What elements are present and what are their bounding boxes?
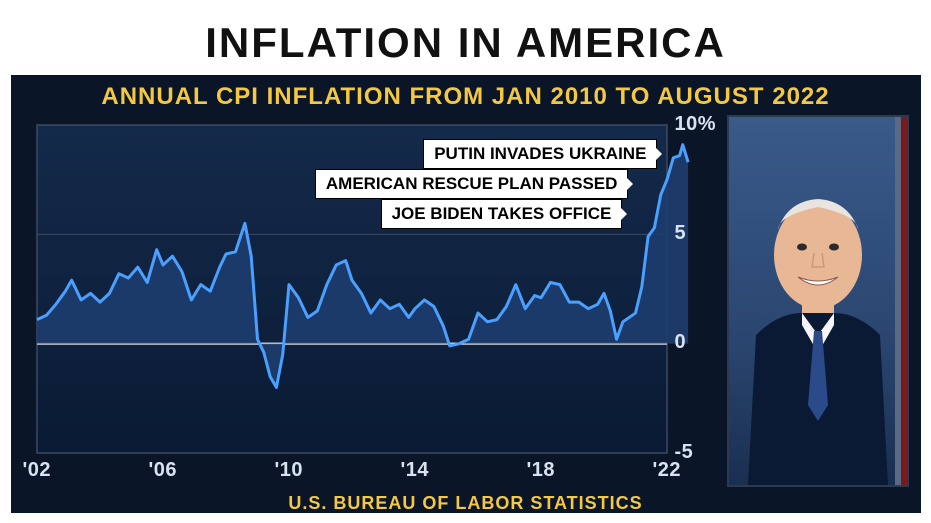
portrait-panel — [727, 115, 909, 487]
title-bar: INFLATION IN AMERICA — [11, 11, 921, 75]
chart-container: PUTIN INVADES UKRAINEAMERICAN RESCUE PLA… — [23, 115, 715, 487]
x-tick-label: '14 — [401, 459, 430, 482]
source-text: U.S. BUREAU OF LABOR STATISTICS — [288, 493, 642, 513]
y-tick-label: 0 — [675, 331, 687, 354]
x-tick-label: '22 — [653, 459, 682, 482]
source-line: U.S. BUREAU OF LABOR STATISTICS — [11, 487, 921, 513]
chart-annotation: JOE BIDEN TAKES OFFICE — [381, 199, 623, 229]
eye-right — [829, 243, 839, 250]
flag-red-stripe — [901, 117, 907, 485]
main-title: INFLATION IN AMERICA — [205, 19, 726, 67]
subtitle-text: ANNUAL CPI INFLATION FROM JAN 2010 TO AU… — [101, 83, 829, 110]
subtitle-bar: ANNUAL CPI INFLATION FROM JAN 2010 TO AU… — [11, 75, 921, 115]
graphic-frame: INFLATION IN AMERICA ANNUAL CPI INFLATIO… — [11, 11, 921, 513]
content-row: PUTIN INVADES UKRAINEAMERICAN RESCUE PLA… — [11, 115, 921, 487]
y-tick-label: 10% — [675, 113, 717, 136]
eye-left — [797, 243, 807, 250]
x-tick-label: '18 — [527, 459, 556, 482]
x-tick-label: '06 — [149, 459, 178, 482]
chart-annotation: AMERICAN RESCUE PLAN PASSED — [315, 169, 629, 199]
chart-annotation: PUTIN INVADES UKRAINE — [423, 139, 657, 169]
x-tick-label: '10 — [275, 459, 304, 482]
biden-portrait-icon — [738, 185, 898, 485]
x-tick-label: '02 — [23, 459, 52, 482]
y-tick-label: 5 — [675, 222, 687, 245]
